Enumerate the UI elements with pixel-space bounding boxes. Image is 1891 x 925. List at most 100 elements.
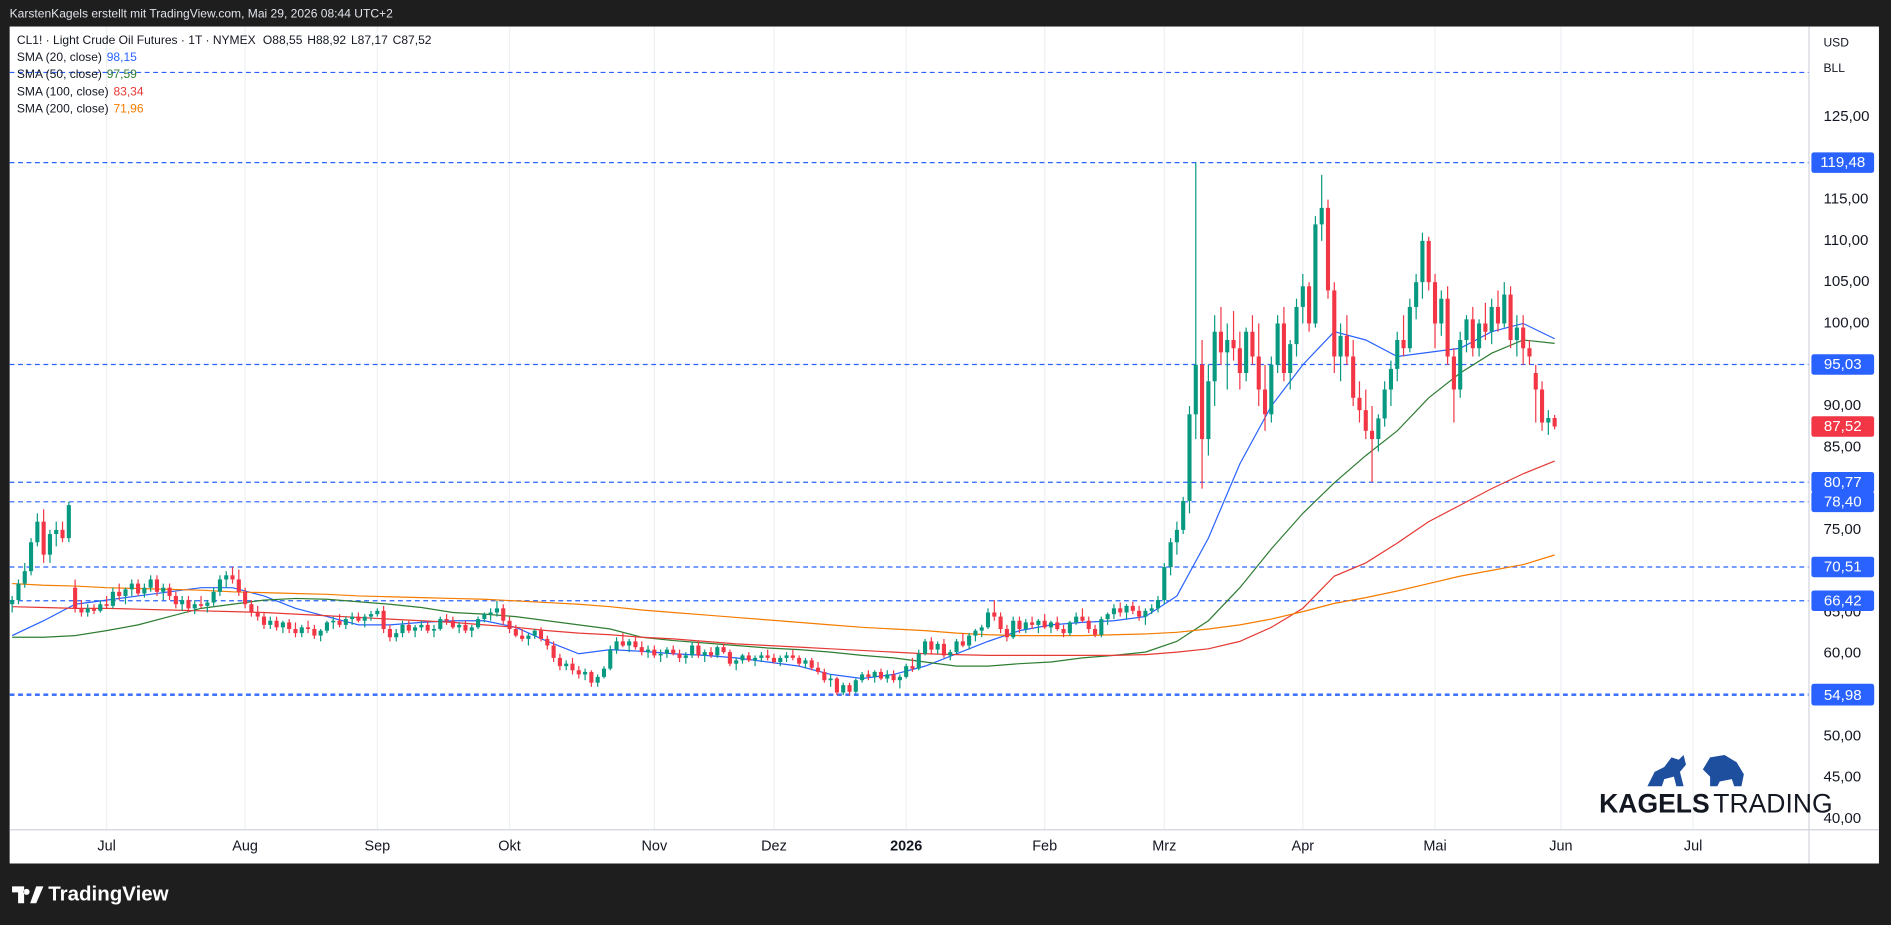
y-tick-label: 90,00 [1823,397,1861,414]
candle-body [1514,327,1519,340]
candle-body [778,657,783,663]
candle-body [243,591,248,605]
x-tick-label: Okt [498,838,521,854]
candle-body [683,655,688,658]
candle-body [494,608,499,613]
candle-body [1508,294,1513,340]
price-badge-label: 87,52 [1824,418,1862,435]
candle-body [727,652,732,664]
price-badge-label: 119,48 [1820,154,1865,171]
sma-legend: SMA (20, close) 98,15 [17,50,137,64]
sma-legend-name: SMA (200, close) [17,102,109,116]
candle-body [1036,620,1041,625]
y-tick-label: 40,00 [1823,810,1861,827]
candle-body [1048,622,1054,628]
candle-body [501,608,506,621]
candle-body [1200,364,1205,440]
price-badge-label: 78,40 [1824,493,1862,510]
candle-body [249,604,254,613]
candle-body [608,649,613,669]
candle-body [551,645,556,658]
candle-body [1155,600,1161,609]
price-badge [1811,354,1875,375]
ohlc-value: L87,17 [351,33,388,47]
watermark-rest: TRADING [1713,789,1832,819]
candle-body [413,627,418,631]
candle-body [1464,319,1469,340]
candle-body [91,608,97,611]
candle-body [450,620,455,628]
candle-body [1382,389,1387,419]
price-badge-label: 95,03 [1824,356,1862,373]
candle-body [16,583,21,601]
legend-title: CL1! · Light Crude Oil Futures · 1T · NY… [17,33,432,47]
candle-body [1206,381,1211,440]
candle-body [73,587,78,609]
candle-body [400,624,405,634]
candle-body [1470,319,1475,349]
candle-body [570,663,575,671]
candle-body [595,676,600,683]
candle-body [287,622,292,629]
candle-body [1086,620,1091,629]
candle-body [104,604,109,606]
candle-body [979,627,984,631]
x-tick-label: Aug [232,838,258,854]
x-tick-label: Apr [1292,838,1315,854]
sma-legend-name: SMA (50, close) [17,67,102,81]
candle-body [142,587,147,594]
logo-icon [12,886,44,904]
candle-body [746,655,751,661]
x-tick-label: Sep [364,838,390,854]
y-tick-label: 75,00 [1823,521,1861,538]
sma-legend: SMA (100, close) 83,34 [17,85,144,99]
candle-body [1061,628,1066,634]
candle-body [154,579,160,592]
candle-body [444,619,449,621]
candle-body [532,630,537,636]
candle-body [343,619,348,625]
candle-body [22,571,27,584]
candle-body [10,600,15,605]
candle-body [230,575,235,580]
candle-body [998,616,1003,629]
candle-body [797,657,802,664]
candle-body [161,587,166,592]
candle-body [520,635,525,639]
header: KarstenKagels erstellt mit TradingView.c… [10,7,393,21]
price-badge [1811,152,1875,173]
candle-body [696,645,701,656]
candle-body [583,671,588,675]
candle-body [123,589,128,596]
candle-body [790,655,795,658]
candle-body [224,575,229,580]
candle-body [954,641,959,653]
grid [106,26,1694,830]
candle-body [853,680,858,692]
candle-body [1168,542,1173,568]
candle-body [463,624,468,631]
candle-body [891,674,896,681]
sma-line [11,322,1555,680]
candle-body [904,666,909,677]
candle-body [337,620,342,625]
candle-body [381,610,386,629]
price-badge [1811,491,1875,513]
candle-body [878,671,884,679]
candle-body [1527,348,1532,357]
candle-body [910,666,915,669]
x-tick-label: Mai [1423,838,1446,854]
candle-body [841,685,846,693]
candle-body [469,627,474,631]
candle-body [54,529,59,535]
candle-body [41,521,46,555]
candle-body [129,583,134,590]
candle-body [1376,418,1381,440]
price-badge [1811,590,1875,612]
candle-body [1495,306,1501,324]
candle-body [507,620,512,629]
candle-body [1357,397,1362,411]
candle-body [671,649,676,654]
sma-line [12,460,1555,657]
